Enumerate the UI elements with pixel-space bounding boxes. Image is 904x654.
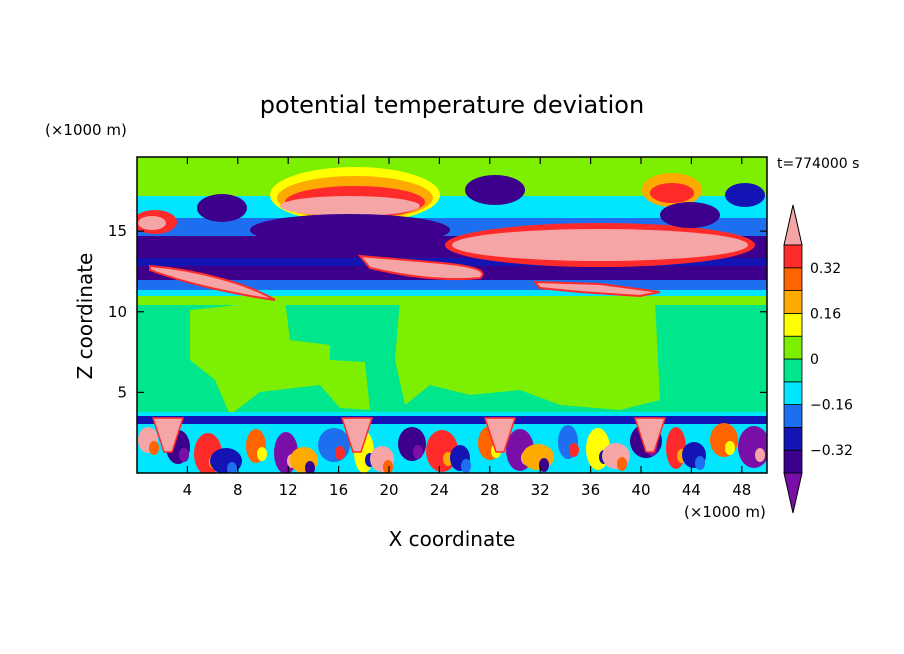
heatmap-blob [539, 458, 549, 472]
heatmap-blob [149, 441, 159, 455]
colorbar-segment [783, 426, 803, 451]
colorbar-segment [783, 449, 803, 474]
y-tick-label: 10 [108, 303, 127, 321]
y-tick-label: 15 [108, 222, 127, 240]
heatmap-blob [452, 229, 748, 261]
heatmap-band [137, 416, 767, 424]
x-tick-label: 16 [329, 481, 348, 499]
heatmap-blob [695, 456, 705, 470]
colorbar-extend-high [783, 204, 803, 246]
x-tick-label: 48 [732, 481, 751, 499]
heatmap-blob [340, 417, 374, 453]
heatmap-blob [318, 428, 350, 462]
heatmap-blob [660, 202, 720, 228]
x-tick-label: 44 [682, 481, 701, 499]
heatmap-blob [383, 460, 393, 473]
x-tick-label: 24 [430, 481, 449, 499]
heatmap-blob [138, 216, 166, 230]
lower-layer-blobs [138, 417, 767, 473]
x-axis: 4 8 12 16 20 24 28 32 36 40 44 48 [183, 157, 751, 499]
heatmap-blob [335, 446, 345, 460]
heatmap-blob [522, 444, 554, 470]
heatmap-blob [617, 457, 627, 471]
colorbar-segment [783, 358, 803, 383]
x-tick-label: 40 [631, 481, 650, 499]
colorbar-segment [783, 267, 803, 291]
heatmap-blob [725, 183, 765, 207]
time-label: t=774000 s [777, 156, 859, 172]
heatmap-field [137, 157, 767, 473]
colorbar-segment [783, 381, 803, 405]
heatmap-blob [461, 459, 471, 473]
heatmap-blob [305, 461, 315, 473]
y-tick-label: 5 [117, 383, 127, 401]
colorbar-tick-label: 0.32 [810, 261, 841, 277]
heatmap-blob [569, 443, 579, 457]
heatmap-band [137, 290, 767, 296]
colorbar-tick-label: −0.32 [810, 443, 853, 459]
x-unit-label: (×1000 m) [684, 503, 766, 521]
colorbar-segment [783, 404, 803, 428]
heatmap-blob [250, 214, 450, 246]
heatmap-blob [179, 448, 189, 462]
heatmap-streak [149, 264, 276, 301]
colorbar-segment [783, 312, 803, 337]
x-tick-label: 32 [531, 481, 550, 499]
y-axis: 5 10 15 [108, 222, 767, 401]
heatmap-blob [257, 447, 267, 461]
heatmap-region [190, 300, 370, 415]
heatmap-blob [413, 445, 423, 459]
colorbar-segment [783, 335, 803, 360]
y-axis-label: Z coordinate [73, 253, 97, 380]
x-tick-label: 8 [233, 481, 243, 499]
x-tick-label: 36 [581, 481, 600, 499]
heatmap-streak [357, 254, 484, 281]
colorbar-segment [783, 290, 803, 314]
x-axis-label: X coordinate [389, 527, 516, 551]
heatmap-blob [633, 417, 667, 453]
heatmap-streak [532, 280, 661, 298]
heatmap-blob [227, 462, 237, 473]
colorbar-segment [783, 244, 803, 269]
heatmap-blob [738, 426, 767, 468]
colorbar-extend-low [783, 472, 803, 514]
heatmap-blob [725, 441, 735, 455]
heatmap-region [395, 300, 660, 410]
x-tick-label: 12 [279, 481, 298, 499]
colorbar-tick-label: 0.16 [810, 306, 841, 322]
heatmap-blob [151, 417, 185, 453]
x-tick-label: 4 [183, 481, 193, 499]
heatmap-blob [280, 196, 420, 216]
colorbar-tick-label: −0.16 [810, 398, 853, 414]
plot-frame [136, 156, 768, 474]
colorbar: −0.32 −0.16 0 0.16 0.32 [783, 204, 853, 514]
y-unit-label: (×1000 m) [45, 121, 127, 139]
heatmap-region [137, 295, 767, 305]
heatmap-blob [650, 183, 694, 203]
heatmap-band [137, 258, 767, 266]
heatmap-blob [465, 175, 525, 205]
chart-title: potential temperature deviation [260, 91, 644, 119]
heatmap-blob [755, 448, 765, 462]
colorbar-tick-label: 0 [810, 352, 819, 368]
heatmap-blob [483, 417, 517, 453]
x-tick-label: 28 [480, 481, 499, 499]
heatmap-blob [197, 194, 247, 222]
x-tick-label: 20 [379, 481, 398, 499]
